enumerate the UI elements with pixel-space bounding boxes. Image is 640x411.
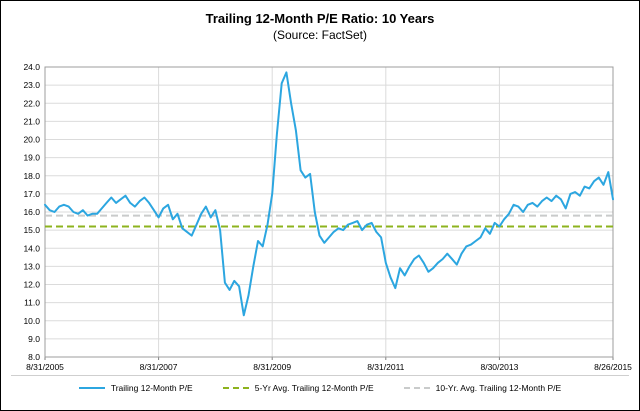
legend-item-ten-yr-avg: 10-Yr. Avg. Trailing 12-Month P/E (403, 383, 562, 393)
y-tick-label: 15.0 (23, 225, 40, 235)
y-tick-label: 21.0 (23, 116, 40, 126)
y-tick-label: 24.0 (23, 62, 40, 72)
y-tick-label: 14.0 (23, 243, 40, 253)
legend-label-trailing-pe: Trailing 12-Month P/E (110, 383, 193, 393)
y-tick-label: 17.0 (23, 189, 40, 199)
chart-subtitle: (Source: FactSet) (272, 28, 368, 42)
y-tick-label: 12.0 (23, 280, 40, 290)
x-tick-label: 8/31/2009 (253, 362, 291, 372)
chart-title: Trailing 12-Month P/E Ratio: 10 Years (205, 11, 435, 26)
x-tick-label: 8/31/2011 (367, 362, 404, 372)
y-tick-label: 8.0 (28, 352, 40, 362)
legend-label-ten-yr-avg: 10-Yr. Avg. Trailing 12-Month P/E (435, 383, 562, 393)
x-tick-label: 8/31/2005 (26, 362, 64, 372)
legend-item-five-yr-avg: 5-Yr Avg. Trailing 12-Month P/E (222, 383, 374, 393)
five-yr-avg-line-icon (222, 387, 249, 389)
x-tick-label: 8/31/2007 (140, 362, 178, 372)
y-tick-label: 9.0 (28, 334, 40, 344)
y-tick-label: 19.0 (23, 153, 40, 163)
legend-item-trailing-pe: Trailing 12-Month P/E (78, 383, 193, 393)
y-tick-label: 11.0 (24, 298, 40, 308)
y-tick-label: 18.0 (23, 171, 40, 181)
ten-yr-avg-line-icon (403, 387, 430, 389)
legend-label-five-yr-avg: 5-Yr Avg. Trailing 12-Month P/E (254, 383, 374, 393)
y-tick-label: 16.0 (23, 207, 40, 217)
x-tick-label: 8/26/2015 (594, 362, 632, 372)
y-tick-label: 20.0 (23, 135, 40, 145)
x-tick-label: 8/30/2013 (480, 362, 518, 372)
plot-frame (44, 66, 614, 358)
y-tick-label: 13.0 (23, 261, 40, 271)
chart-legend: Trailing 12-Month P/E 5-Yr Avg. Trailing… (11, 375, 629, 393)
y-tick-label: 23.0 (23, 80, 40, 90)
trailing-pe-line (44, 71, 614, 317)
y-tick-label: 10.0 (23, 316, 40, 326)
y-tick-label: 22.0 (23, 98, 40, 108)
trailing-pe-line-icon (78, 387, 105, 389)
